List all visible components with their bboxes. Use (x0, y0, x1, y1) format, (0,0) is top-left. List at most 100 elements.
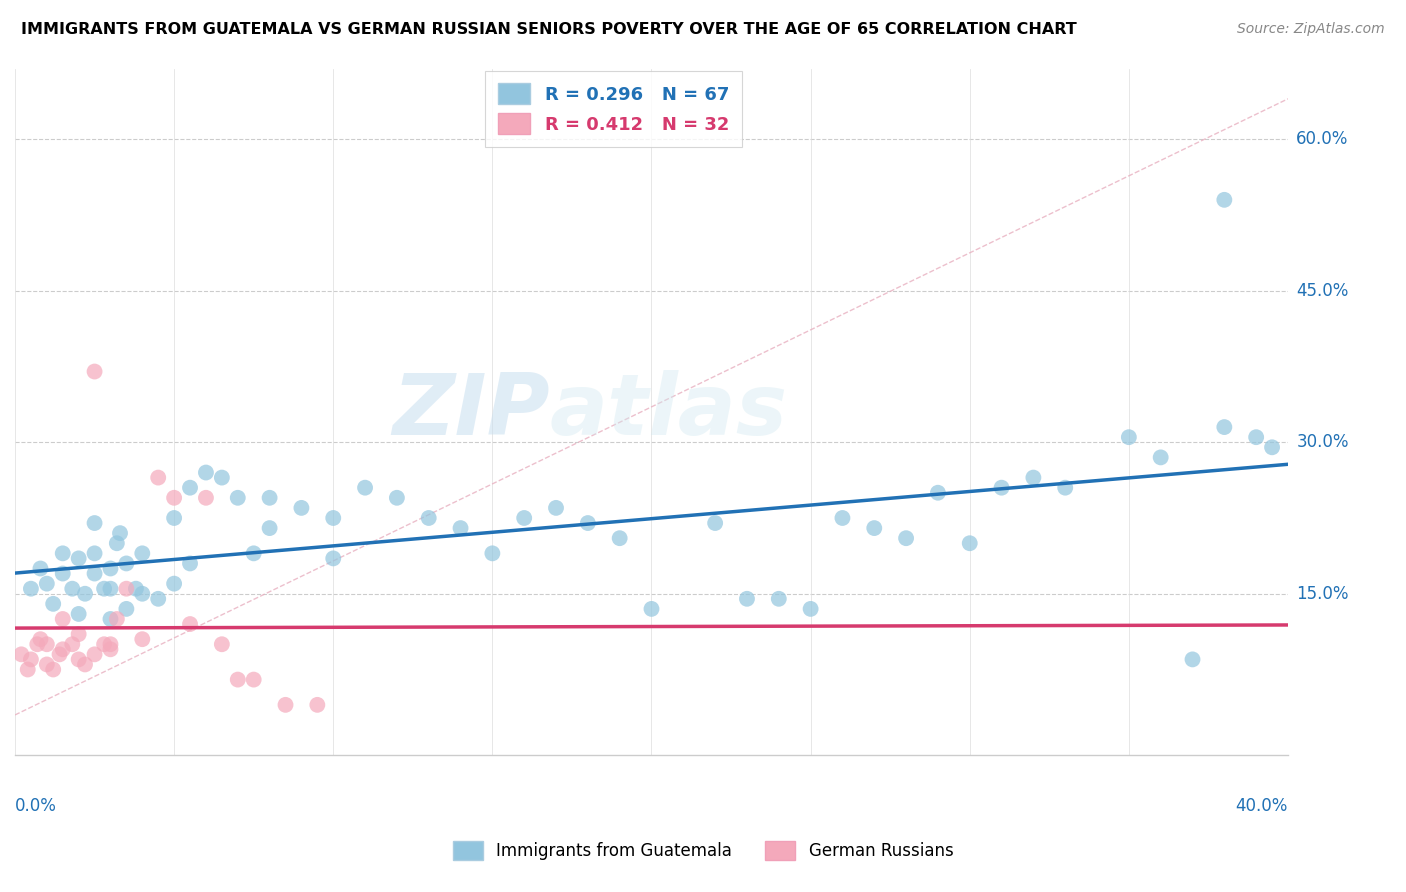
Point (163, 511, 186, 525)
Point (35, 637, 58, 651)
Point (35, 657, 58, 672)
Point (83, 566, 105, 581)
Point (30, 561, 52, 575)
Point (990, 481, 1012, 495)
Point (194, 491, 217, 505)
Point (115, 557, 138, 571)
Point (67, 652, 90, 666)
Point (67, 551, 90, 566)
Point (194, 466, 217, 480)
Point (148, 470, 170, 484)
Point (163, 491, 186, 505)
Point (30, 632, 52, 647)
Point (73, 587, 96, 601)
Point (73, 657, 96, 672)
Text: ZIP: ZIP (392, 370, 550, 453)
Point (52, 546, 75, 560)
Point (148, 591, 170, 606)
Point (863, 521, 886, 535)
Point (67, 627, 90, 641)
Point (735, 591, 758, 606)
Point (67, 607, 90, 621)
Point (179, 557, 201, 571)
Point (131, 546, 153, 560)
Point (211, 470, 233, 484)
Point (20, 582, 42, 596)
Point (1213, 420, 1236, 434)
Point (322, 511, 344, 525)
Point (100, 561, 122, 575)
Point (226, 673, 249, 687)
Text: atlas: atlas (550, 370, 787, 453)
Point (959, 536, 981, 550)
Text: 45.0%: 45.0% (1296, 282, 1348, 300)
Point (481, 546, 503, 560)
Point (105, 536, 128, 550)
Point (52, 566, 75, 581)
Point (274, 698, 297, 712)
Point (83, 546, 105, 560)
Point (35, 576, 58, 591)
Point (42, 663, 65, 677)
Point (242, 546, 264, 560)
Point (93, 637, 115, 651)
Legend: R = 0.296   N = 67, R = 0.412   N = 32: R = 0.296 N = 67, R = 0.412 N = 32 (485, 70, 741, 146)
Point (125, 582, 148, 596)
Point (93, 582, 115, 596)
Point (83, 516, 105, 530)
Point (290, 500, 312, 515)
Point (100, 637, 122, 651)
Text: IMMIGRANTS FROM GUATEMALA VS GERMAN RUSSIAN SENIORS POVERTY OVER THE AGE OF 65 C: IMMIGRANTS FROM GUATEMALA VS GERMAN RUSS… (21, 22, 1077, 37)
Point (322, 551, 344, 566)
Text: 30.0%: 30.0% (1296, 434, 1348, 451)
Point (1118, 430, 1140, 444)
Point (800, 602, 823, 616)
Point (83, 648, 105, 662)
Point (115, 582, 138, 596)
Point (640, 602, 662, 616)
Point (105, 612, 128, 626)
Point (259, 491, 281, 505)
Point (52, 612, 75, 626)
Text: 40.0%: 40.0% (1236, 797, 1288, 814)
Point (17, 663, 39, 677)
Point (1261, 440, 1284, 454)
Point (544, 500, 567, 515)
Point (385, 491, 408, 505)
Point (894, 531, 917, 545)
Point (52, 642, 75, 657)
Point (831, 511, 853, 525)
Point (131, 632, 153, 647)
Point (1054, 481, 1077, 495)
Point (226, 491, 249, 505)
Point (609, 531, 631, 545)
Text: 15.0%: 15.0% (1296, 585, 1348, 603)
Point (242, 673, 264, 687)
Legend: Immigrants from Guatemala, German Russians: Immigrants from Guatemala, German Russia… (443, 831, 963, 871)
Point (927, 485, 949, 500)
Point (83, 365, 105, 379)
Point (27, 637, 49, 651)
Point (60, 637, 83, 651)
Point (179, 481, 201, 495)
Point (450, 521, 472, 535)
Point (100, 612, 122, 626)
Text: 60.0%: 60.0% (1296, 130, 1348, 148)
Point (576, 516, 599, 530)
Text: Source: ZipAtlas.com: Source: ZipAtlas.com (1237, 22, 1385, 37)
Point (1213, 193, 1236, 207)
Point (704, 516, 727, 530)
Point (211, 637, 233, 651)
Point (100, 582, 122, 596)
Point (60, 582, 83, 596)
Point (20, 652, 42, 666)
Point (418, 511, 440, 525)
Point (10, 648, 32, 662)
Point (163, 576, 186, 591)
Point (1181, 652, 1204, 666)
Point (307, 698, 329, 712)
Point (42, 597, 65, 611)
Point (108, 526, 131, 541)
Point (100, 642, 122, 657)
Point (179, 617, 201, 632)
